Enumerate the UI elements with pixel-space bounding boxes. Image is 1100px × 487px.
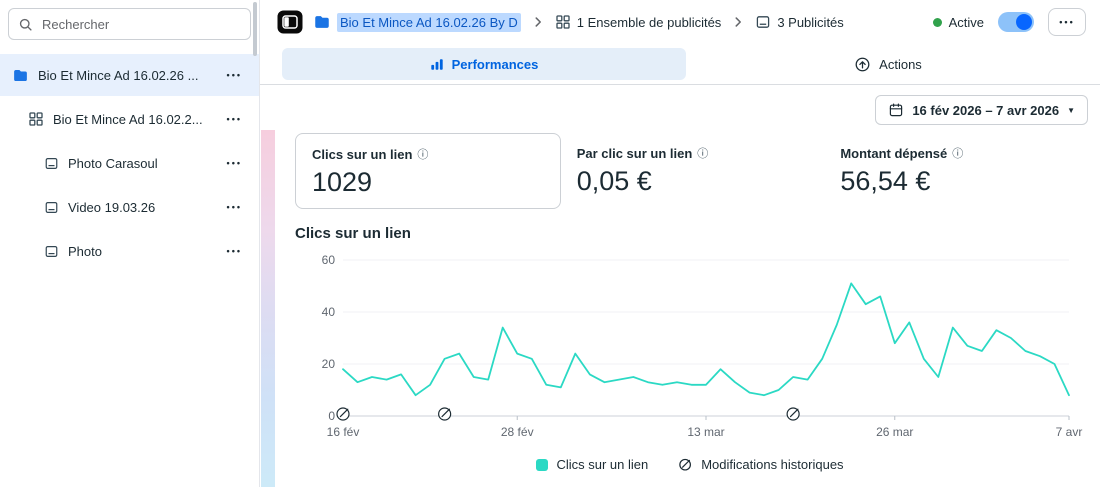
metric-value: 56,54 € <box>840 166 931 196</box>
date-row: 16 fév 2026 – 7 avr 2026 ▼ <box>295 95 1088 127</box>
row-more-options-button[interactable]: ••• <box>226 202 242 212</box>
adset-grid-icon <box>555 14 571 30</box>
tab-bar: Performances Actions <box>282 48 1090 80</box>
tab-performances[interactable]: Performances <box>282 48 686 80</box>
sidebar: Bio Et Mince Ad 16.02.26 ...•••Bio Et Mi… <box>0 0 260 487</box>
ad-icon <box>44 244 59 259</box>
history-edit-icon <box>678 457 693 472</box>
tab-actions[interactable]: Actions <box>686 48 1090 80</box>
tab-performances-label: Performances <box>451 56 539 72</box>
sidebar-item-label: Video 19.03.26 <box>68 199 156 215</box>
metric-card-0[interactable]: Clics sur un lien ⓘ 1029 <box>295 133 561 210</box>
chevron-right-icon <box>531 15 545 29</box>
metric-card-2[interactable]: Montant dépensé ⓘ 56,54 € <box>840 133 1088 209</box>
legend-series-label: Clics sur un lien <box>556 457 649 473</box>
sidebar-item-label: Bio Et Mince Ad 16.02.2... <box>53 111 203 127</box>
metric-value: 1029 <box>312 167 373 197</box>
x-axis-label: 16 fév <box>327 425 360 439</box>
topbar-actions: Active ••• <box>932 8 1100 36</box>
collapse-sidebar-button[interactable] <box>277 10 303 34</box>
row-more-options-button[interactable]: ••• <box>226 114 242 124</box>
chevron-right-icon <box>731 15 745 29</box>
sidebar-item-label: Photo <box>68 243 102 259</box>
sidebar-item-adset[interactable]: Bio Et Mince Ad 16.02.2... ••• <box>0 98 259 140</box>
bar-chart-icon <box>430 57 444 71</box>
active-status-dot <box>932 17 942 27</box>
breadcrumb-bar: Bio Et Mince Ad 16.02.26 By D 1 Ensemble… <box>260 0 1100 44</box>
toggle-knob <box>1016 14 1032 30</box>
metric-label: Montant dépensé <box>840 145 948 161</box>
ad-icon <box>44 200 59 215</box>
breadcrumb-campaign-label: Bio Et Mince Ad 16.02.26 By D <box>337 12 521 32</box>
x-axis-label: 13 mar <box>687 425 724 439</box>
sidebar-item-campaign[interactable]: Bio Et Mince Ad 16.02.26 ... ••• <box>0 54 259 96</box>
metric-label: Clics sur un lien <box>312 146 413 162</box>
ad-icon <box>44 156 59 171</box>
series-line <box>342 282 1070 397</box>
more-options-button[interactable]: ••• <box>1048 8 1086 36</box>
divider <box>260 84 1100 85</box>
circle-arrow-up-icon <box>854 56 871 73</box>
folder-icon <box>313 13 331 31</box>
status-label: Active <box>948 14 984 30</box>
adset-icon <box>28 111 44 127</box>
gradient-strip <box>261 130 275 487</box>
legend-history[interactable]: Modifications historiques <box>678 457 844 473</box>
date-range-label: 16 fév 2026 – 7 avr 2026 <box>912 102 1060 118</box>
x-axis-label: 28 fév <box>501 425 534 439</box>
info-icon: ⓘ <box>697 148 709 160</box>
breadcrumb-ads[interactable]: 3 Publicités <box>755 14 844 30</box>
breadcrumb-adsets[interactable]: 1 Ensemble de publicités <box>555 14 722 30</box>
breadcrumb-adsets-label: 1 Ensemble de publicités <box>576 14 722 30</box>
sidebar-item-ad[interactable]: Photo Carasoul ••• <box>0 142 259 184</box>
history-marker-icon[interactable] <box>438 407 452 421</box>
sidebar-item-ad[interactable]: Video 19.03.26 ••• <box>0 186 259 228</box>
y-axis-label: 60 <box>322 253 336 267</box>
y-axis-label: 0 <box>328 409 335 423</box>
campaign-icon <box>12 67 29 84</box>
chart-title: Clics sur un lien <box>295 225 411 243</box>
date-range-button[interactable]: 16 fév 2026 – 7 avr 2026 ▼ <box>875 95 1088 125</box>
legend-history-label: Modifications historiques <box>701 457 844 473</box>
x-axis-label: 26 mar <box>876 425 913 439</box>
x-axis-label: 7 avr <box>1056 425 1083 439</box>
search-icon <box>18 17 33 32</box>
row-more-options-button[interactable]: ••• <box>226 246 242 256</box>
sidebar-item-label: Photo Carasoul <box>68 155 158 171</box>
metric-label: Par clic sur un lien <box>576 145 693 161</box>
sidebar-item-label: Bio Et Mince Ad 16.02.26 ... <box>38 67 199 83</box>
info-icon: ⓘ <box>417 149 429 161</box>
main-panel: Bio Et Mince Ad 16.02.26 By D 1 Ensemble… <box>260 0 1100 487</box>
series-swatch <box>536 458 549 471</box>
metrics-row: Clics sur un lien ⓘ 1029 Par clic sur un li… <box>295 133 1088 210</box>
sidebar-item-ad[interactable]: Photo ••• <box>0 230 259 272</box>
chart-legend: Clics sur un lien Modifications historiq… <box>295 457 1085 472</box>
row-more-options-button[interactable]: ••• <box>226 158 242 168</box>
metric-value: 0,05 € <box>576 166 652 196</box>
y-axis-label: 20 <box>322 357 336 371</box>
row-more-options-button[interactable]: ••• <box>226 70 242 80</box>
status-badge: Active <box>932 14 984 30</box>
search-input[interactable] <box>40 15 241 33</box>
sidebar-tree: Bio Et Mince Ad 16.02.26 ... ••• Bio Et Mi… <box>0 54 259 272</box>
info-icon: ⓘ <box>952 148 964 160</box>
ad-frame-icon <box>755 14 771 30</box>
performance-content: 16 fév 2026 – 7 avr 2026 ▼ Clics sur un … <box>260 85 1100 472</box>
y-axis-label: 40 <box>322 305 336 319</box>
line-chart[interactable]: 0 20 40 60 16 fév 28 fév 13 mar 26 mar 7 avr <box>295 246 1085 456</box>
tab-actions-label: Actions <box>879 56 922 72</box>
caret-down-icon: ▼ <box>1067 105 1075 115</box>
breadcrumb-campaign[interactable]: Bio Et Mince Ad 16.02.26 By D <box>313 12 521 32</box>
search-box[interactable] <box>8 8 251 40</box>
calendar-icon <box>888 102 904 118</box>
breadcrumb-ads-label: 3 Publicités <box>777 14 844 30</box>
scrollbar-thumb[interactable] <box>253 2 257 56</box>
history-marker-icon[interactable] <box>336 407 350 421</box>
campaign-active-toggle[interactable] <box>998 12 1034 32</box>
history-marker-icon[interactable] <box>786 407 800 421</box>
metric-card-1[interactable]: Par clic sur un lien ⓘ 0,05 € <box>577 133 825 209</box>
legend-series[interactable]: Clics sur un lien <box>536 457 648 472</box>
